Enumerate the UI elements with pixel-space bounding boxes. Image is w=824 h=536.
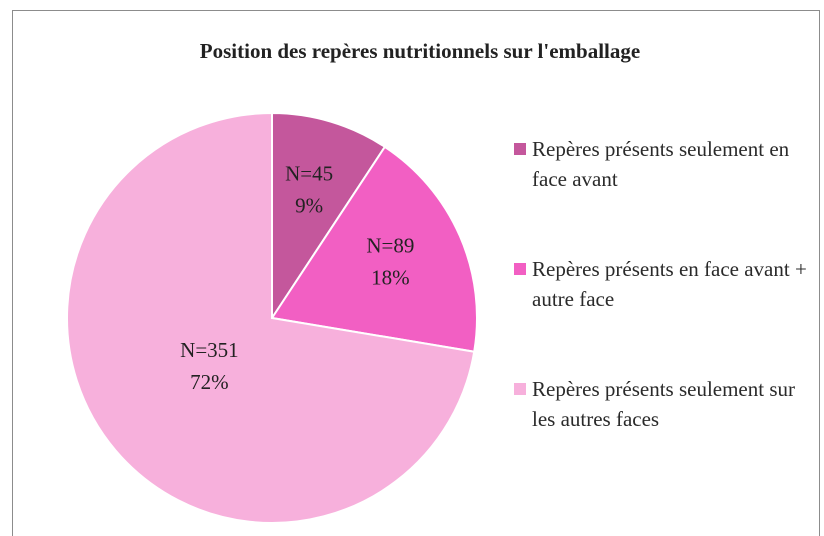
slice-percent: 18% xyxy=(371,265,410,289)
legend-swatch xyxy=(514,383,526,395)
chart-title: Position des repères nutritionnels sur l… xyxy=(200,39,640,63)
legend-label: Repères présents seulement en face avant xyxy=(532,137,790,191)
legend-label: Repères présents seulement sur les autre… xyxy=(532,377,796,431)
legend-label: Repères présents en face avant + autre f… xyxy=(532,257,807,311)
slice-percent: 9% xyxy=(295,193,323,217)
pie-slice xyxy=(270,145,478,353)
slice-label: N=351 xyxy=(180,338,239,362)
slice-label: N=89 xyxy=(366,233,414,257)
slice-label: N=45 xyxy=(285,161,333,185)
pie-slice xyxy=(66,111,476,524)
pie-slice xyxy=(271,111,387,322)
chart-frame xyxy=(12,10,820,536)
legend-entry: Repères présents en face avant + autre f… xyxy=(514,254,814,314)
legend-entry: Repères présents seulement en face avant xyxy=(514,134,814,194)
legend-swatch xyxy=(514,263,526,275)
legend-entry: Repères présents seulement sur les autre… xyxy=(514,374,814,434)
legend-swatch xyxy=(514,143,526,155)
slice-percent: 72% xyxy=(190,370,229,394)
